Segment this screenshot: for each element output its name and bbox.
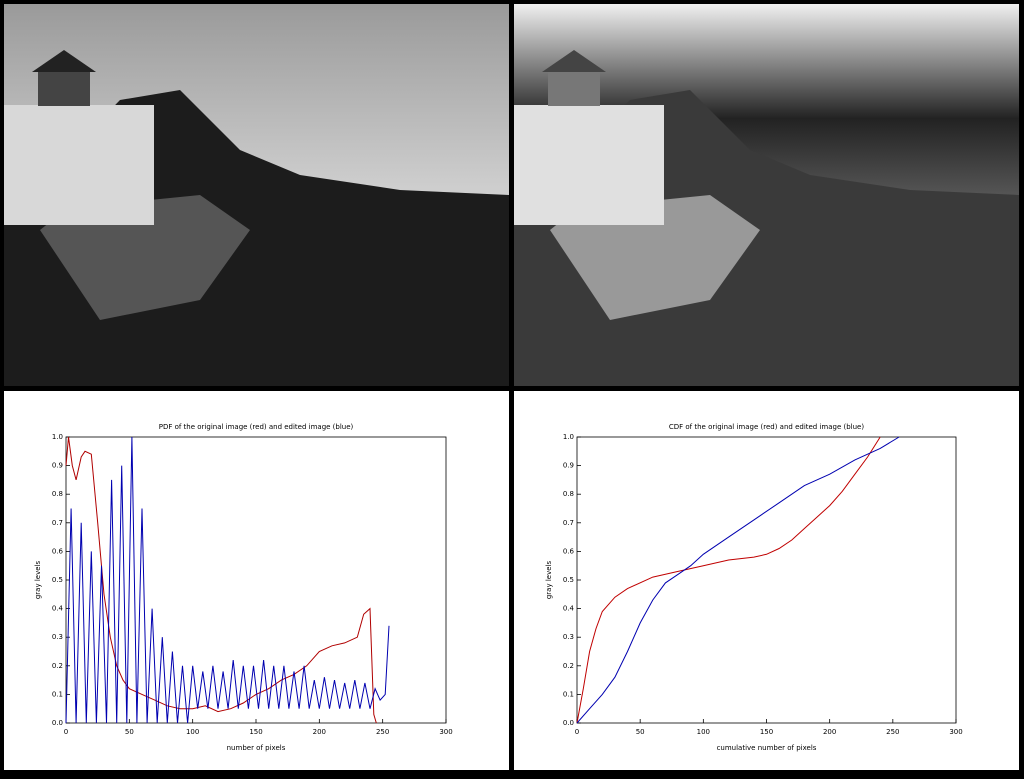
x-tick-label: 250: [886, 728, 899, 736]
y-tick-label: 0.5: [563, 576, 574, 584]
y-tick-label: 0.3: [563, 633, 574, 641]
y-tick-label: 0.7: [563, 519, 574, 527]
y-tick-label: 1.0: [563, 433, 574, 441]
lantern: [548, 70, 600, 106]
cdf-panel: [514, 391, 1019, 770]
y-axis-label: gray levels: [34, 561, 42, 600]
x-tick-label: 100: [697, 728, 710, 736]
y-tick-label: 0.3: [52, 633, 63, 641]
x-tick-label: 0: [64, 728, 68, 736]
x-tick-label: 200: [823, 728, 836, 736]
x-tick-label: 50: [125, 728, 134, 736]
y-tick-label: 0.9: [52, 462, 63, 470]
y-axis-label: gray levels: [545, 561, 553, 600]
x-axis-label: number of pixels: [227, 744, 286, 752]
y-tick-label: 0.4: [52, 605, 64, 613]
pdf-panel: [4, 391, 509, 770]
y-tick-label: 0.9: [563, 462, 574, 470]
y-tick-label: 1.0: [52, 433, 63, 441]
y-tick-label: 0.1: [563, 690, 574, 698]
roof: [542, 50, 606, 72]
y-tick-label: 0.2: [563, 662, 574, 670]
y-tick-label: 0.7: [52, 519, 63, 527]
lighthouse: [514, 105, 664, 225]
series-line: [576, 436, 881, 724]
y-tick-label: 0.5: [52, 576, 63, 584]
x-tick-label: 200: [313, 728, 326, 736]
roof: [32, 50, 96, 72]
chart-title: PDF of the original image (red) and edit…: [159, 423, 354, 431]
x-tick-label: 150: [249, 728, 262, 736]
chart-title: CDF of the original image (red) and edit…: [669, 423, 864, 431]
y-tick-label: 0.0: [52, 719, 63, 727]
y-tick-label: 0.6: [52, 547, 64, 555]
y-tick-label: 0.4: [563, 605, 575, 613]
y-tick-label: 0.1: [52, 690, 63, 698]
y-tick-label: 0.8: [52, 490, 63, 498]
y-tick-label: 0.8: [563, 490, 574, 498]
y-tick-label: 0.2: [52, 662, 63, 670]
original-photo: [4, 4, 509, 386]
y-tick-label: 0.6: [563, 547, 575, 555]
series-line: [576, 436, 900, 724]
edited-photo: [514, 4, 1019, 386]
x-tick-label: 250: [376, 728, 389, 736]
x-tick-label: 300: [949, 728, 962, 736]
x-tick-label: 150: [760, 728, 773, 736]
lantern: [38, 70, 90, 106]
x-tick-label: 100: [186, 728, 199, 736]
x-tick-label: 300: [439, 728, 452, 736]
x-tick-label: 0: [575, 728, 579, 736]
series-line: [65, 436, 390, 724]
x-axis-label: cumulative number of pixels: [717, 744, 817, 752]
x-tick-label: 50: [636, 728, 645, 736]
y-tick-label: 0.0: [563, 719, 574, 727]
lighthouse: [4, 105, 154, 225]
series-line: [65, 436, 377, 724]
